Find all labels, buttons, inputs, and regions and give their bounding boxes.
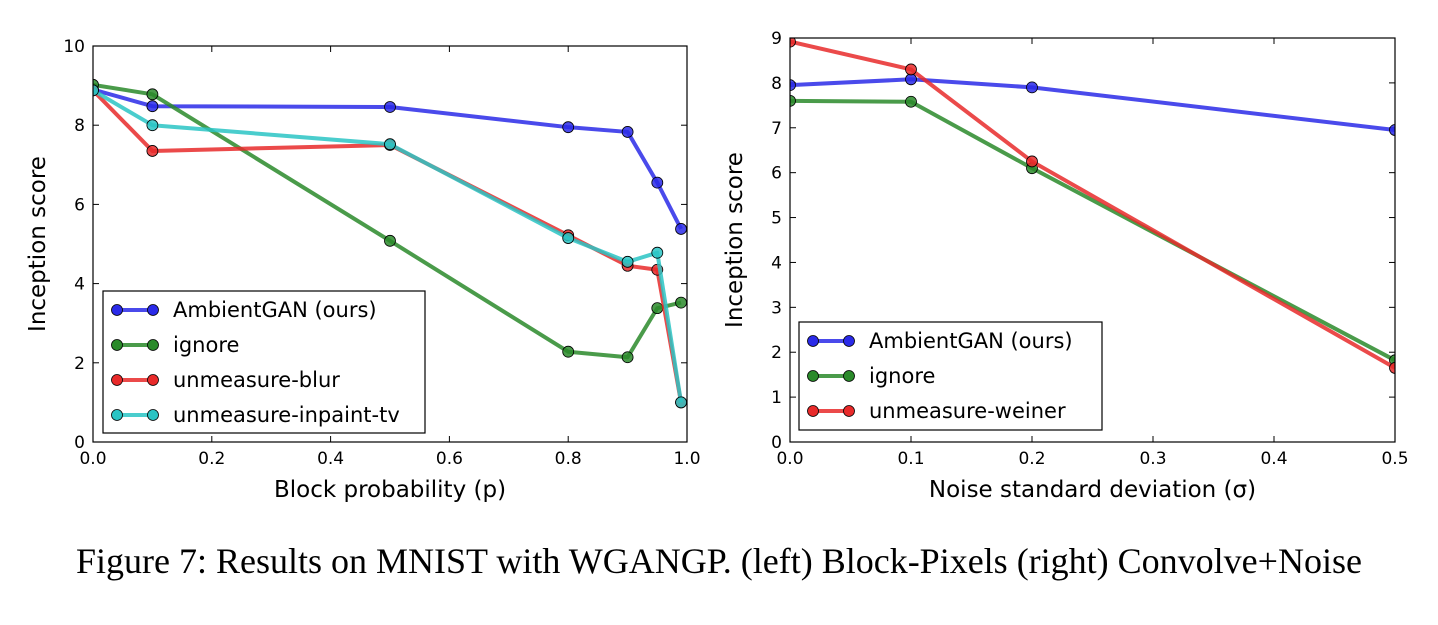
y-tick-label: 0 bbox=[74, 433, 85, 453]
y-tick-label: 4 bbox=[771, 253, 782, 273]
y-tick-label: 4 bbox=[74, 275, 85, 295]
data-point-ignore bbox=[905, 95, 917, 108]
x-tick-label: 0.6 bbox=[436, 449, 463, 469]
legend-label: ignore bbox=[869, 364, 935, 388]
series-group bbox=[93, 78, 687, 409]
legend-label: AmbientGAN (ours) bbox=[869, 329, 1073, 353]
data-point-ambientgan-ours bbox=[790, 79, 796, 92]
data-point-ambientgan-ours bbox=[384, 101, 396, 113]
data-point-ambientgan-ours bbox=[651, 176, 664, 189]
y-tick-label: 8 bbox=[771, 74, 782, 94]
y-tick-label: 8 bbox=[74, 116, 85, 136]
y-axis-label: Inception score bbox=[25, 156, 51, 332]
x-tick-label: 0.8 bbox=[555, 449, 582, 469]
y-tick-label: 6 bbox=[771, 164, 782, 184]
y-axis-label: Inception score bbox=[722, 152, 748, 328]
x-tick-label: 0.0 bbox=[79, 449, 106, 469]
legend: AmbientGAN (ours) ignore unmeasure-blur unm… bbox=[102, 290, 426, 434]
x-tick-label: 0.5 bbox=[1381, 449, 1408, 469]
data-point-ignore bbox=[790, 94, 796, 107]
y-tick-label: 9 bbox=[771, 29, 782, 49]
figure-caption: Figure 7: Results on MNIST with WGANGP. … bbox=[76, 541, 1362, 581]
data-point-unmeasure-inpaint-tv bbox=[93, 84, 99, 97]
x-tick-label: 0.2 bbox=[198, 449, 225, 469]
legend-marker bbox=[843, 370, 855, 382]
y-tick-label: 0 bbox=[771, 433, 782, 453]
legend-marker bbox=[843, 335, 855, 347]
data-point-ambientgan-ours bbox=[562, 121, 575, 134]
data-point-ambientgan-ours bbox=[1026, 81, 1038, 94]
data-point-unmeasure-weiner bbox=[1389, 362, 1395, 374]
data-point-ambientgan-ours bbox=[905, 73, 917, 86]
y-tick-label: 7 bbox=[771, 119, 782, 139]
x-tick-label: 0.0 bbox=[776, 449, 803, 469]
data-point-ignore bbox=[384, 234, 396, 247]
legend-marker bbox=[807, 370, 819, 382]
data-point-unmeasure-inpaint-tv bbox=[621, 255, 634, 268]
data-point-unmeasure-weiner bbox=[1026, 155, 1038, 168]
x-tick-label: 0.1 bbox=[897, 449, 924, 469]
data-point-unmeasure-inpaint-tv bbox=[146, 119, 159, 132]
x-tick-label: 0.3 bbox=[1139, 449, 1166, 469]
legend-label: unmeasure-blur bbox=[173, 368, 340, 392]
legend-box bbox=[102, 290, 426, 434]
data-point-unmeasure-blur bbox=[146, 145, 159, 157]
data-point-ambientgan-ours bbox=[1389, 124, 1395, 136]
legend-marker bbox=[111, 374, 123, 386]
x-tick-label: 0.4 bbox=[1260, 449, 1287, 469]
data-point-ambientgan-ours bbox=[675, 223, 687, 235]
legend-marker bbox=[111, 409, 123, 421]
legend-marker bbox=[147, 339, 159, 351]
x-tick-label: 1.0 bbox=[673, 449, 700, 469]
plot-frame bbox=[789, 37, 1396, 443]
series-line-ignore bbox=[790, 98, 1395, 363]
legend-marker bbox=[807, 335, 819, 347]
legend-marker bbox=[843, 405, 855, 417]
y-tick-label: 10 bbox=[63, 37, 85, 57]
data-point-unmeasure-inpaint-tv bbox=[384, 138, 396, 151]
y-tick-label: 2 bbox=[771, 343, 782, 363]
y-tick-label: 6 bbox=[74, 195, 85, 215]
legend-label: unmeasure-weiner bbox=[869, 399, 1066, 423]
data-point-unmeasure-inpaint-tv bbox=[651, 246, 664, 259]
y-tick-label: 2 bbox=[74, 354, 85, 374]
x-axis-label: Noise standard deviation (σ) bbox=[929, 477, 1256, 503]
data-point-ambientgan-ours bbox=[146, 100, 159, 113]
legend: AmbientGAN (ours) ignore unmeasure-weiner bbox=[798, 321, 1103, 431]
y-tick-label: 3 bbox=[771, 298, 782, 318]
series-line-ambientgan-ours bbox=[790, 77, 1395, 133]
plot-frame bbox=[92, 45, 688, 443]
data-point-unmeasure-weiner bbox=[790, 38, 796, 48]
legend-marker bbox=[147, 409, 159, 421]
data-point-unmeasure-inpaint-tv bbox=[562, 232, 575, 244]
data-point-ignore bbox=[675, 296, 687, 309]
series-group bbox=[790, 38, 1395, 374]
legend-marker bbox=[147, 304, 159, 316]
legend-marker bbox=[111, 339, 123, 351]
legend-label: AmbientGAN (ours) bbox=[173, 298, 377, 322]
chart-right: 0.0 0.1 0.2 0.3 0.4 0.5 0 1 2 3 4 5 6 7 8 9 Noise standa… bbox=[722, 29, 1409, 503]
x-tick-label: 0.4 bbox=[317, 449, 344, 469]
data-point-ignore bbox=[146, 88, 159, 101]
data-point-ignore bbox=[621, 351, 634, 364]
legend-marker bbox=[111, 304, 123, 316]
legend-marker bbox=[807, 405, 819, 417]
data-point-ignore bbox=[651, 302, 664, 315]
legend-marker bbox=[147, 374, 159, 386]
y-tick-label: 5 bbox=[771, 209, 782, 229]
chart-left: 0.0 0.2 0.4 0.6 0.8 1.0 0 2 4 6 8 10 Block probabili… bbox=[25, 37, 701, 503]
x-tick-label: 0.2 bbox=[1018, 449, 1045, 469]
legend-label: unmeasure-inpaint-tv bbox=[173, 403, 400, 427]
y-tick-label: 1 bbox=[771, 388, 782, 408]
data-point-ignore bbox=[562, 345, 575, 358]
data-point-unmeasure-inpaint-tv bbox=[675, 396, 687, 409]
series-line-unmeasure-weiner bbox=[790, 39, 1395, 370]
x-axis-label: Block probability (p) bbox=[274, 477, 506, 503]
legend-label: ignore bbox=[173, 333, 239, 357]
data-point-ambientgan-ours bbox=[621, 126, 634, 138]
data-point-unmeasure-weiner bbox=[905, 63, 917, 76]
